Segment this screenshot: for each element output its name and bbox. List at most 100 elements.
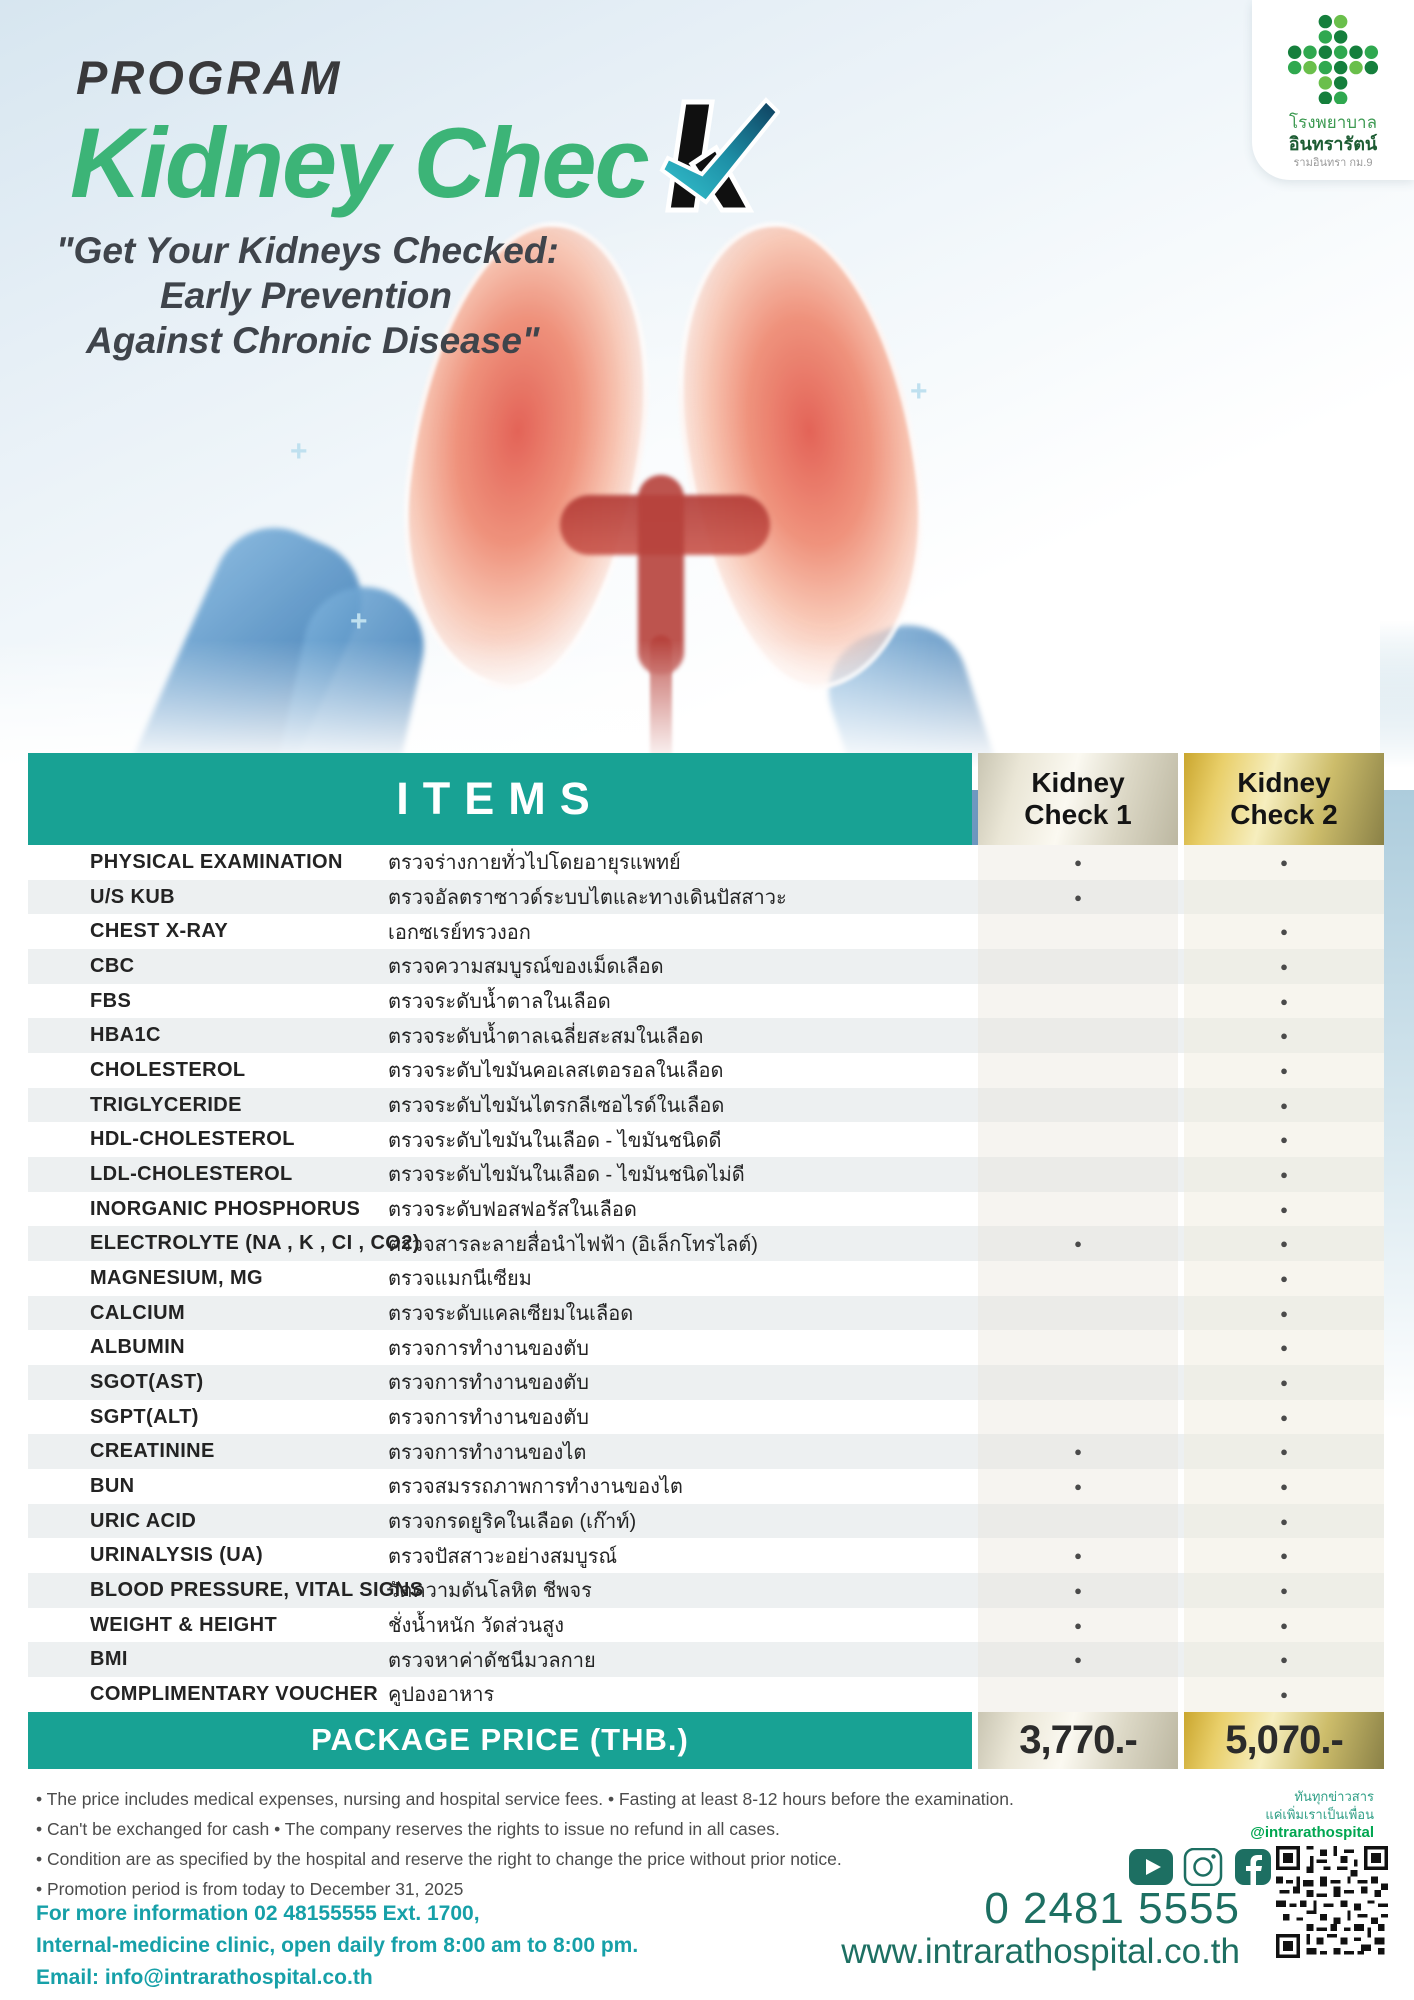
k-check-logo — [659, 97, 780, 213]
social-handle: @intrarathospital — [1250, 1824, 1374, 1841]
check1-dot: ● — [978, 1573, 1178, 1608]
check1-dot: ● — [978, 1226, 1178, 1262]
check2-dot: ● — [1184, 1261, 1384, 1296]
youtube-icon[interactable] — [1128, 1848, 1174, 1886]
check2-dot: ● — [1184, 1018, 1384, 1054]
contact-hours-line: Internal-medicine clinic, open daily fro… — [36, 1934, 639, 1957]
check2-dot: ● — [1184, 1053, 1384, 1088]
hospital-cross-icon — [1287, 14, 1379, 105]
check1-dot: ● — [978, 1538, 1178, 1574]
phone-number[interactable]: 0 2481 5555 — [984, 1884, 1240, 1933]
check2-dot: ● — [1184, 1434, 1384, 1470]
check2-dot: ● — [1184, 1122, 1384, 1158]
check2-dot: ● — [1184, 1642, 1384, 1678]
check1-dot — [978, 1122, 1178, 1158]
check1-dot: ● — [978, 1642, 1178, 1678]
table-header: ITEMS Kidney Check 1 Kidney Check 2 — [28, 753, 1384, 845]
check2-dot: ● — [1184, 1607, 1384, 1643]
hospital-name-th: โรงพยาบาล — [1288, 113, 1378, 132]
check1-dot — [978, 1087, 1178, 1123]
check2-dot: ● — [1184, 1226, 1384, 1262]
sparkle: + — [290, 435, 308, 468]
check2-dot: ● — [1184, 1677, 1384, 1712]
check2-dot: ● — [1184, 1295, 1384, 1331]
table-row: SGPT(ALT) ตรวจการทำงานของตับ ● — [28, 1399, 1384, 1435]
check1-dot — [978, 1365, 1178, 1400]
check2-dot: ● — [1184, 983, 1384, 1019]
contact-info: For more information 02 48155555 Ext. 17… — [36, 1898, 638, 1994]
column-header-kidney-check-1: Kidney Check 1 — [978, 753, 1178, 845]
check1-dot — [978, 1191, 1178, 1227]
tagline-line: Early Prevention — [160, 275, 453, 316]
promo-line: ทันทุกข่าวสาร — [1294, 1789, 1374, 1804]
table-row: ALBUMIN ตรวจการทำงานของตับ ● — [28, 1330, 1384, 1366]
table-row: FBS ตรวจระดับน้ำตาลในเลือด ● — [28, 983, 1384, 1019]
qr-code[interactable] — [1276, 1846, 1388, 1958]
check2-dot: ● — [1184, 1469, 1384, 1504]
check2-dot: ● — [1184, 1087, 1384, 1123]
check2-dot: ● — [1184, 1365, 1384, 1400]
items-header: ITEMS — [28, 753, 972, 845]
hospital-branch: รามอินทรา กม.9 — [1293, 157, 1373, 169]
facebook-icon[interactable] — [1232, 1848, 1274, 1886]
contact-email-line[interactable]: Email: info@intrarathospital.co.th — [36, 1966, 373, 1989]
check2-dot: ● — [1184, 949, 1384, 984]
title-row: Kidney Chec — [70, 96, 780, 218]
check2-dot: ● — [1184, 1503, 1384, 1539]
table-row: ELECTROLYTE (NA , K , CI , CO2) ตรวจสารละ… — [28, 1226, 1384, 1262]
check1-dot: ● — [978, 845, 1178, 880]
table-row: CALCIUM ตรวจระดับแคลเซียมในเลือด ● — [28, 1295, 1384, 1331]
table-row: COMPLIMENTARY VOUCHER คูปองอาหาร ● — [28, 1677, 1384, 1712]
table-row: MAGNESIUM, MG ตรวจแมกนีเซียม ● — [28, 1261, 1384, 1296]
instagram-icon[interactable] — [1182, 1848, 1224, 1886]
sparkle: + — [910, 375, 928, 408]
terms-line: • The price includes medical expenses, n… — [36, 1789, 1014, 1809]
check1-dot — [978, 1330, 1178, 1366]
table-row: LDL-CHOLESTEROL ตรวจระดับไขมันในเลือด - ไ… — [28, 1157, 1384, 1192]
tagline-line: "Get Your Kidneys Checked: — [56, 230, 559, 271]
social-icons — [1128, 1848, 1274, 1886]
table-row: BMI ตรวจหาค่าดัชนีมวลกาย ● ● — [28, 1642, 1384, 1678]
check1-dot — [978, 1295, 1178, 1331]
table-row: URIC ACID ตรวจกรดยูริคในเลือด (เก๊าท์) ● — [28, 1503, 1384, 1539]
terms-line: • Can't be exchanged for cash • The comp… — [36, 1819, 780, 1839]
table-row: BUN ตรวจสมรรถภาพการทำงานของไต ● ● — [28, 1469, 1384, 1504]
table-row: BLOOD PRESSURE, VITAL SIGNS วัดความดันโลห… — [28, 1573, 1384, 1608]
price-kidney-check-2: 5,070.- — [1184, 1711, 1384, 1769]
check1-dot: ● — [978, 1607, 1178, 1643]
column-header-kidney-check-2: Kidney Check 2 — [1184, 753, 1384, 845]
table-row: CHEST X-RAY เอกซเรย์ทรวงอก ● — [28, 914, 1384, 950]
contact-phone-line: For more information 02 48155555 Ext. 17… — [36, 1902, 480, 1925]
terms-line: • Condition are as specified by the hosp… — [36, 1849, 842, 1869]
table-row: CREATININE ตรวจการทำงานของไต ● ● — [28, 1434, 1384, 1470]
check2-dot: ● — [1184, 1538, 1384, 1574]
table-row: SGOT(AST) ตรวจการทำงานของตับ ● — [28, 1365, 1384, 1400]
promo-line: แค่เพิ่มเราเป็นเพื่อน — [1265, 1807, 1374, 1822]
tagline-line: Against Chronic Disease" — [86, 320, 540, 361]
check2-dot: ● — [1184, 1399, 1384, 1435]
check1-dot: ● — [978, 1469, 1178, 1504]
check1-dot — [978, 1503, 1178, 1539]
terms-line: • Promotion period is from today to Dece… — [36, 1879, 464, 1899]
hospital-name-th-bold: อินทรารัตน์ — [1288, 134, 1378, 154]
table-row: INORGANIC PHOSPHORUS ตรวจระดับฟอสฟอรัสในเ… — [28, 1191, 1384, 1227]
check1-dot — [978, 1261, 1178, 1296]
tagline: "Get Your Kidneys Checked: Early Prevent… — [56, 228, 559, 363]
page-title: Kidney Chec — [70, 107, 650, 218]
check1-dot — [978, 914, 1178, 950]
check1-dot: ● — [978, 1434, 1178, 1470]
sparkle: + — [350, 605, 368, 638]
check2-dot: ● — [1184, 845, 1384, 880]
table-row: CHOLESTEROL ตรวจระดับไขมันคอเลสเตอรอลในเล… — [28, 1053, 1384, 1088]
terms-list: • The price includes medical expenses, n… — [36, 1784, 1014, 1904]
table-body: PHYSICAL EXAMINATION ตรวจร่างกายทั่วไปโดย… — [28, 845, 1384, 1712]
check2-dot: ● — [1184, 1330, 1384, 1366]
price-label: PACKAGE PRICE (THB.) — [28, 1711, 972, 1769]
table-row: U/S KUB ตรวจอัลตราซาวด์ระบบไตและทางเดินปั… — [28, 879, 1384, 915]
website-url[interactable]: www.intrarathospital.co.th — [841, 1932, 1240, 1971]
check2-dot: ● — [1184, 1157, 1384, 1192]
check2-dot: ● — [1184, 1573, 1384, 1608]
program-label: PROGRAM — [76, 51, 343, 104]
table-row: HDL-CHOLESTEROL ตรวจระดับไขมันในเลือด - ไ… — [28, 1122, 1384, 1158]
